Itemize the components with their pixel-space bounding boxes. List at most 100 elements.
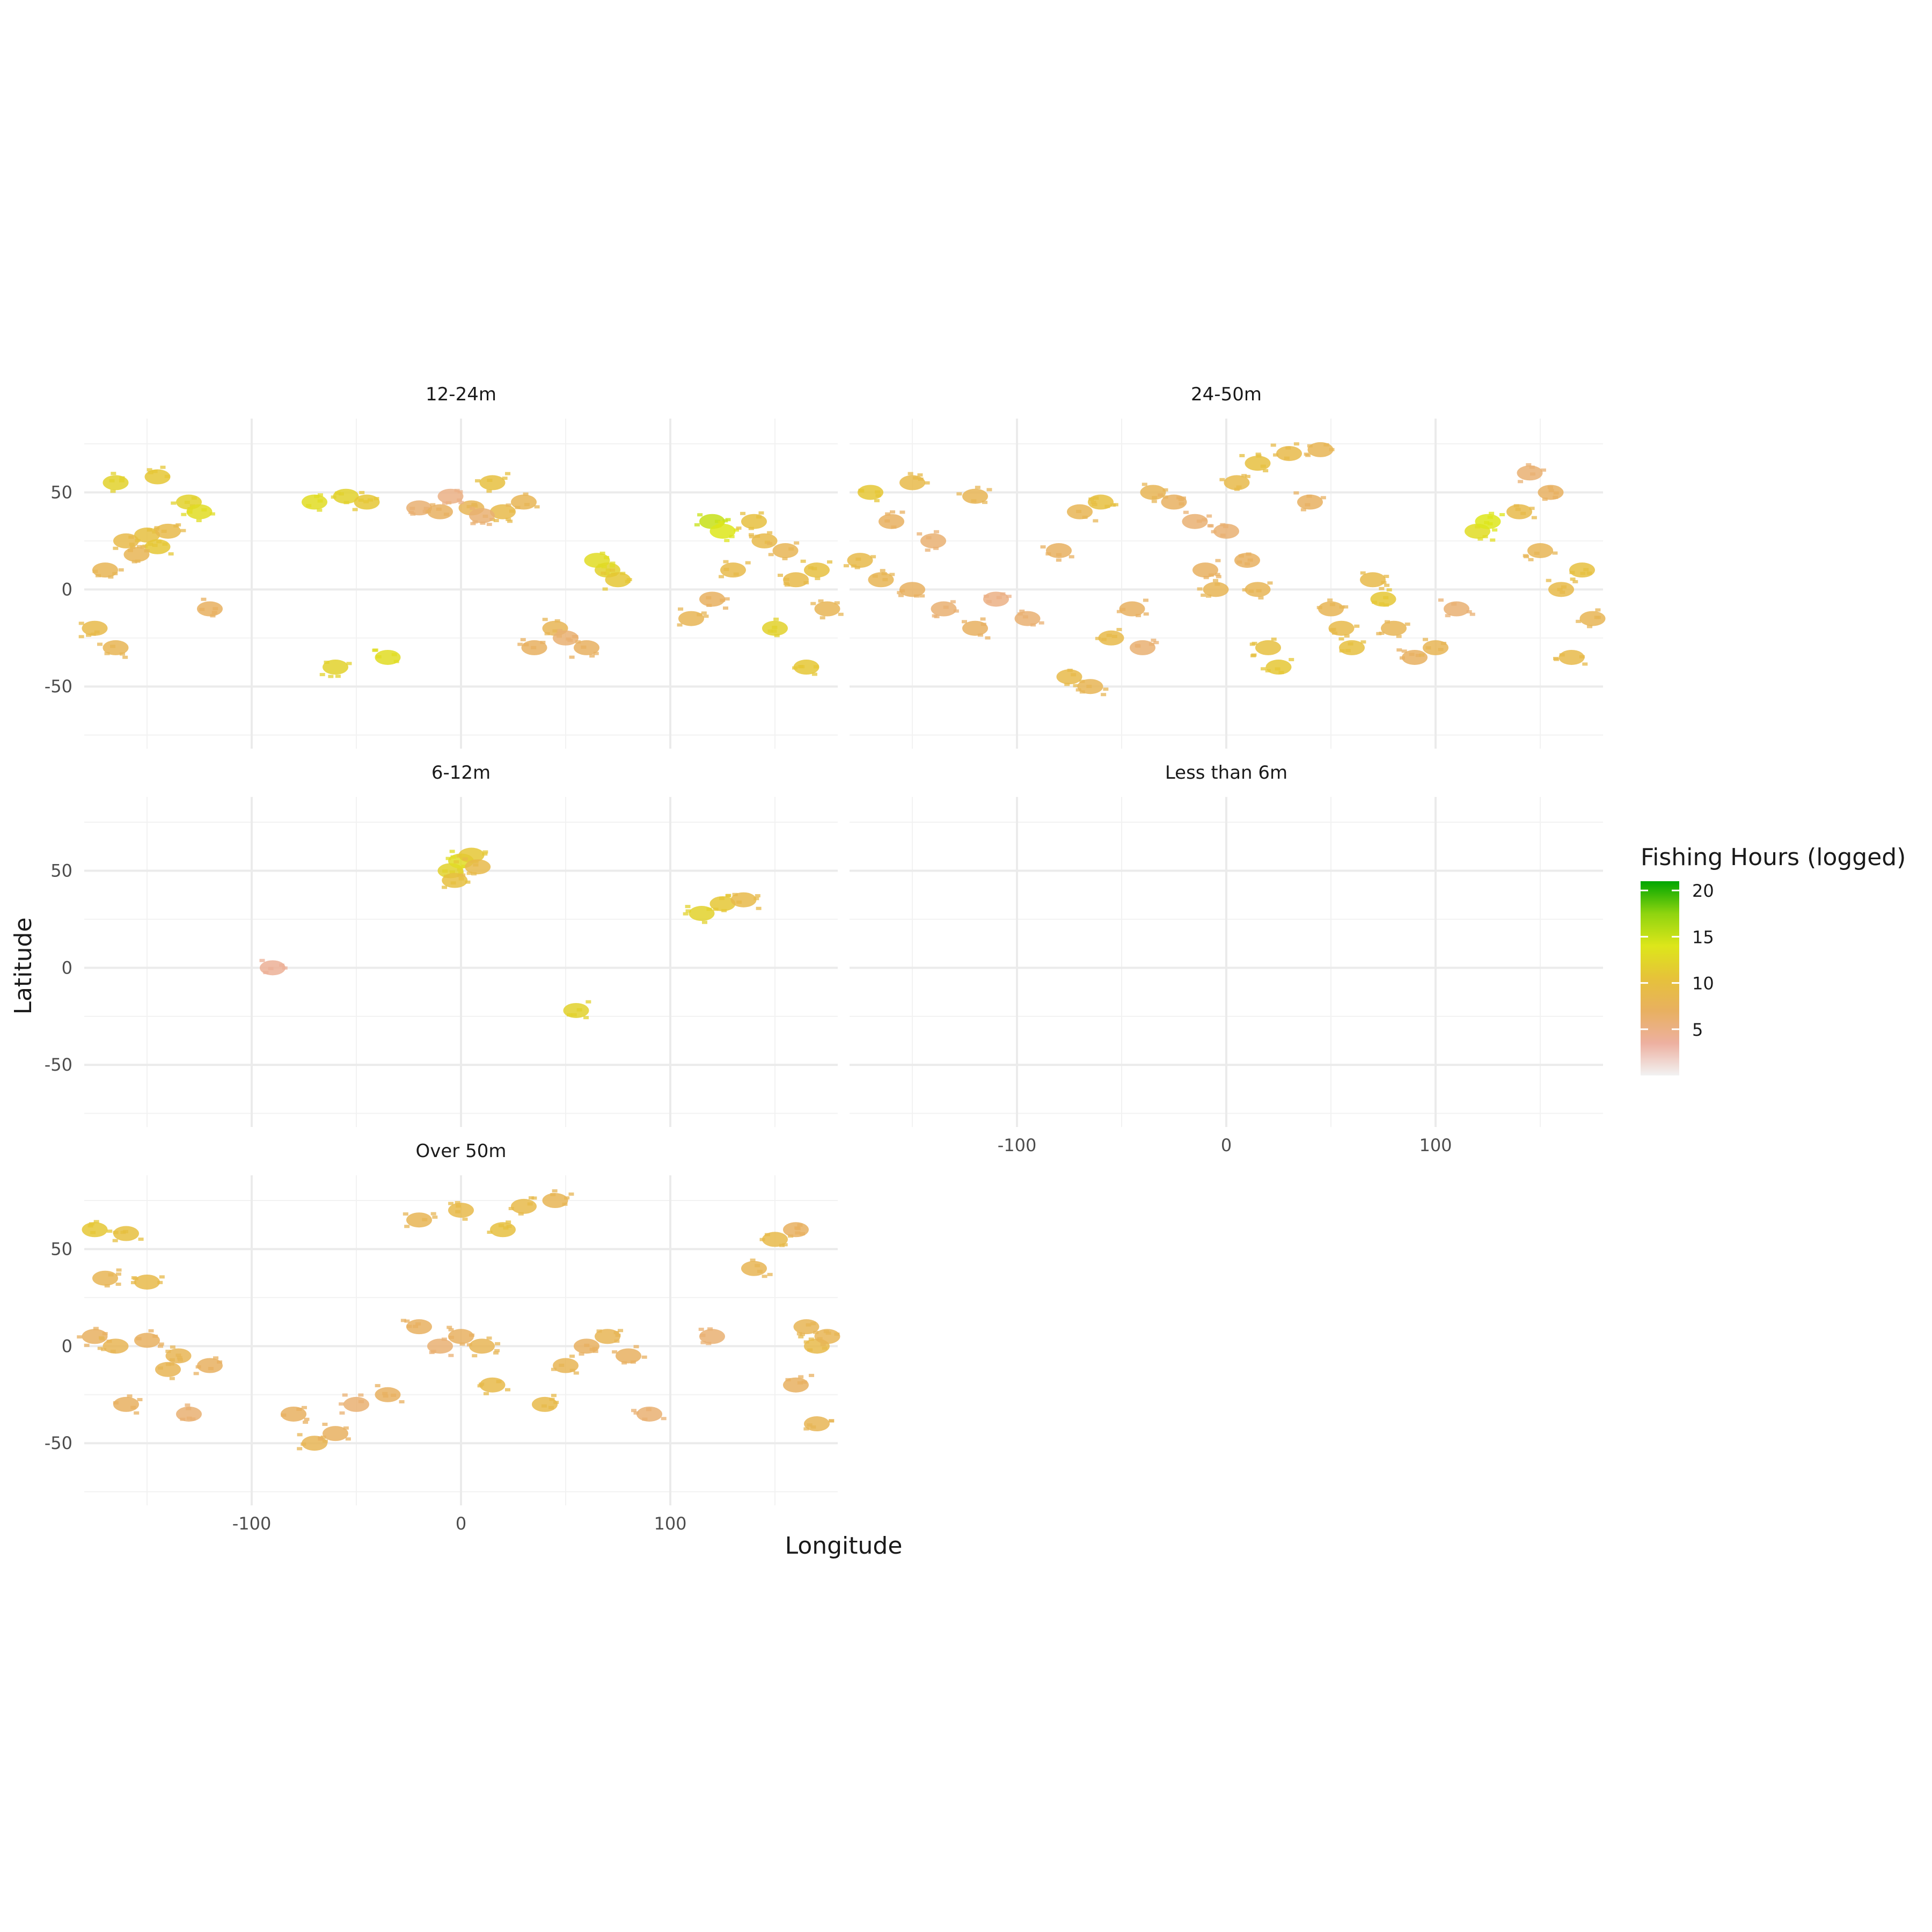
fishing-effort-cell [810, 602, 816, 605]
fishing-effort-cell [148, 543, 153, 546]
fishing-effort-cell [612, 1350, 618, 1354]
fishing-effort-cell [618, 1329, 624, 1333]
fishing-effort-cell [1113, 503, 1118, 507]
fishing-effort-cell [767, 1272, 773, 1276]
fishing-effort-cell [552, 629, 558, 633]
fishing-effort-cell [1553, 495, 1558, 499]
fishing-effort-cell [1103, 687, 1109, 691]
fishing-effort-cell [1234, 487, 1240, 491]
fishing-effort-cell [107, 1230, 113, 1233]
fishing-effort-cell [685, 905, 691, 909]
fishing-effort-cell [908, 472, 913, 475]
fishing-effort-cell [749, 533, 755, 537]
fishing-effort-cell [531, 1196, 537, 1200]
fishing-effort-cell [506, 517, 511, 521]
fishing-effort-cell [383, 1394, 389, 1398]
fishing-effort-cell [152, 544, 158, 547]
fishing-effort-cell [113, 1401, 119, 1404]
fishing-effort-cell [890, 510, 896, 514]
fishing-effort-cell [422, 510, 428, 514]
fishing-effort-cell [925, 548, 931, 552]
fishing-effort-cell [475, 479, 481, 482]
fishing-effort-cell [736, 900, 742, 904]
fishing-effort-cell [480, 521, 486, 525]
fishing-effort-cell [920, 533, 946, 548]
fishing-effort-cell [201, 597, 207, 601]
fishing-effort-cell [1136, 614, 1141, 618]
fishing-effort-cell [209, 512, 215, 516]
fishing-effort-cell [1293, 442, 1299, 446]
fishing-effort-cell [551, 1394, 557, 1397]
fishing-effort-cell [542, 1193, 568, 1209]
fishing-effort-cell [1045, 552, 1051, 556]
x-tick-label: 0 [1221, 1135, 1232, 1155]
fishing-effort-cell [983, 595, 989, 598]
fishing-effort-cell [210, 614, 216, 618]
fishing-effort-cell [1344, 634, 1350, 638]
fishing-effort-cell [1354, 624, 1360, 628]
fishing-effort-cell [110, 645, 116, 648]
fishing-effort-cell [175, 1353, 181, 1357]
fishing-effort-cell [613, 1331, 619, 1335]
fishing-effort-cell [494, 1349, 500, 1352]
fishing-effort-cell [1203, 576, 1209, 580]
fishing-effort-cell [549, 1397, 555, 1401]
fishing-effort-cell [975, 486, 980, 489]
fishing-effort-cell [486, 523, 492, 526]
fishing-effort-cell [1236, 485, 1242, 489]
fishing-effort-cell [917, 532, 923, 536]
fishing-effort-cell [1223, 525, 1228, 529]
fishing-effort-cell [319, 672, 325, 676]
fishing-effort-cell [1040, 545, 1046, 549]
fishing-effort-cell [755, 894, 760, 898]
fishing-effort-cell [169, 1358, 175, 1362]
fishing-effort-cell [542, 618, 548, 621]
fishing-effort-cell [110, 489, 116, 493]
fishing-effort-cell [1238, 554, 1244, 558]
fishing-effort-cell [448, 1353, 454, 1357]
fishing-effort-cell [748, 526, 754, 530]
fishing-effort-cell [448, 1202, 454, 1205]
fishing-effort-cell [1202, 518, 1208, 522]
fishing-effort-cell [1331, 631, 1337, 635]
fishing-effort-cell [112, 572, 118, 575]
fishing-effort-cell [301, 1406, 307, 1409]
fishing-effort-cell [540, 640, 546, 644]
fishing-effort-cell [1116, 628, 1122, 632]
fishing-effort-cell [813, 665, 819, 669]
fishing-effort-cell [586, 1000, 591, 1004]
fishing-effort-cell [1558, 649, 1585, 665]
fishing-effort-cell [980, 617, 986, 621]
fishing-effort-cell [197, 1358, 223, 1373]
fishing-effort-cell [120, 652, 126, 656]
fishing-effort-cell [1469, 612, 1475, 616]
fishing-effort-cell [430, 1212, 436, 1216]
fishing-effort-cell [716, 524, 722, 528]
fishing-effort-cell [1267, 581, 1273, 585]
fishing-effort-cell [1073, 684, 1079, 687]
fishing-effort-cell [119, 476, 125, 480]
fishing-effort-cell [779, 1243, 785, 1247]
fishing-effort-cell [520, 638, 526, 641]
fishing-effort-cell [605, 568, 611, 572]
fishing-effort-cell [1526, 463, 1532, 467]
fishing-effort-cell [758, 511, 764, 515]
fishing-effort-cell [1360, 571, 1366, 575]
fishing-effort-cell [986, 488, 992, 492]
fishing-effort-cell [430, 503, 436, 507]
fishing-effort-cell [339, 1411, 345, 1415]
fishing-effort-cell [1203, 582, 1229, 597]
fishing-effort-cell [1241, 474, 1247, 478]
fishing-effort-cell [511, 494, 537, 510]
fishing-effort-cell [465, 880, 471, 884]
fishing-effort-cell [406, 1324, 412, 1328]
fishing-effort-cell [1183, 510, 1189, 514]
fishing-effort-cell [82, 1222, 108, 1238]
fishing-effort-cell [455, 1204, 461, 1208]
fishing-effort-cell [466, 872, 472, 875]
fishing-effort-cell [268, 967, 274, 970]
fishing-effort-cell [483, 1392, 489, 1395]
fishing-effort-cell [119, 479, 125, 482]
fishing-effort-cell [700, 1341, 706, 1344]
fishing-effort-cell [97, 642, 103, 646]
